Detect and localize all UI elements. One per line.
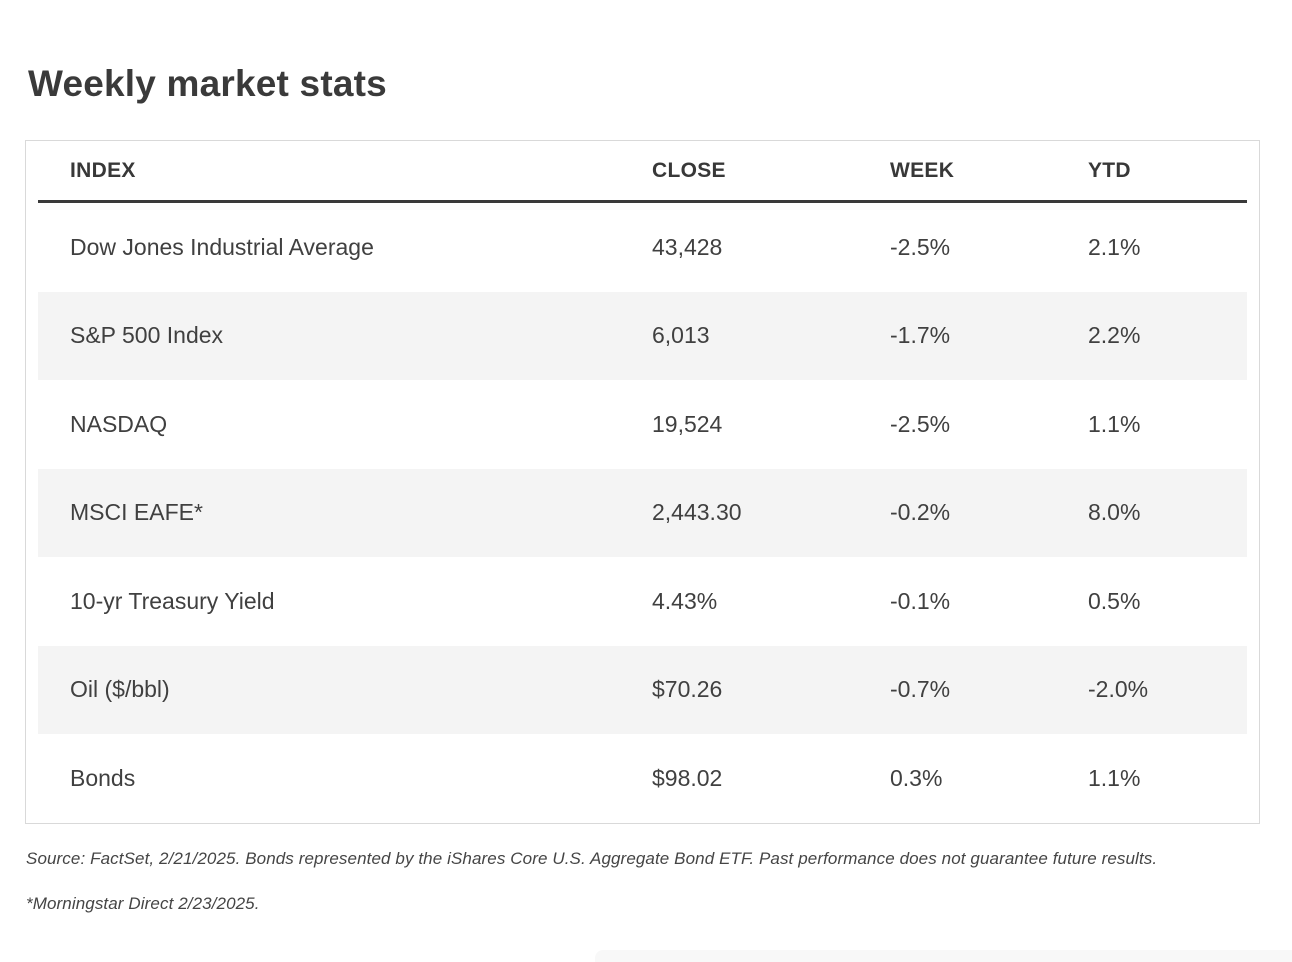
table-header-row: INDEX CLOSE WEEK YTD xyxy=(38,141,1247,200)
index-cell: MSCI EAFE* xyxy=(70,499,203,526)
close-cell: 2,443.30 xyxy=(652,499,742,526)
week-cell: -1.7% xyxy=(890,322,951,349)
ytd-cell: 1.1% xyxy=(1088,410,1141,437)
index-cell: Oil ($/bbl) xyxy=(70,676,170,703)
index-cell: Bonds xyxy=(70,764,136,791)
bottom-partial-element xyxy=(595,950,1292,962)
column-header-ytd: YTD xyxy=(1088,158,1131,182)
week-cell: -0.1% xyxy=(890,587,951,614)
ytd-cell: 8.0% xyxy=(1088,499,1141,526)
close-cell: 4.43% xyxy=(652,587,718,614)
ytd-cell: 0.5% xyxy=(1088,587,1141,614)
column-header-index: INDEX xyxy=(70,158,136,182)
ytd-cell: 2.1% xyxy=(1088,233,1141,260)
ytd-cell: 1.1% xyxy=(1088,764,1141,791)
week-cell: -2.5% xyxy=(890,410,951,437)
week-cell: -0.7% xyxy=(890,676,951,703)
header-divider xyxy=(38,200,1247,203)
table-row: NASDAQ 19,524 -2.5% 1.1% xyxy=(38,380,1247,469)
table-row: Bonds $98.02 0.3% 1.1% xyxy=(38,734,1247,823)
close-cell: 43,428 xyxy=(652,233,723,260)
week-cell: 0.3% xyxy=(890,764,943,791)
column-header-week: WEEK xyxy=(890,158,955,182)
table-row: 10-yr Treasury Yield 4.43% -0.1% 0.5% xyxy=(38,557,1247,646)
ytd-cell: -2.0% xyxy=(1088,676,1149,703)
close-cell: $70.26 xyxy=(652,676,723,703)
index-cell: 10-yr Treasury Yield xyxy=(70,587,275,614)
page-title: Weekly market stats xyxy=(28,63,387,104)
index-cell: Dow Jones Industrial Average xyxy=(70,233,374,260)
asterisk-note: *Morningstar Direct 2/23/2025. xyxy=(26,894,260,913)
table-row: Dow Jones Industrial Average 43,428 -2.5… xyxy=(38,203,1247,292)
close-cell: $98.02 xyxy=(652,764,723,791)
source-note: Source: FactSet, 2/21/2025. Bonds repres… xyxy=(26,849,1158,868)
table-row: MSCI EAFE* 2,443.30 -0.2% 8.0% xyxy=(38,468,1247,557)
ytd-cell: 2.2% xyxy=(1088,322,1141,349)
table-row: S&P 500 Index 6,013 -1.7% 2.2% xyxy=(38,291,1247,380)
index-cell: S&P 500 Index xyxy=(70,322,224,349)
week-cell: -0.2% xyxy=(890,499,951,526)
close-cell: 19,524 xyxy=(652,410,723,437)
table-row: Oil ($/bbl) $70.26 -0.7% -2.0% xyxy=(38,645,1247,734)
market-stats-table: INDEX CLOSE WEEK YTD Dow Jones Industria… xyxy=(25,140,1260,824)
close-cell: 6,013 xyxy=(652,322,710,349)
column-header-close: CLOSE xyxy=(652,158,726,182)
index-cell: NASDAQ xyxy=(70,410,168,437)
week-cell: -2.5% xyxy=(890,233,951,260)
